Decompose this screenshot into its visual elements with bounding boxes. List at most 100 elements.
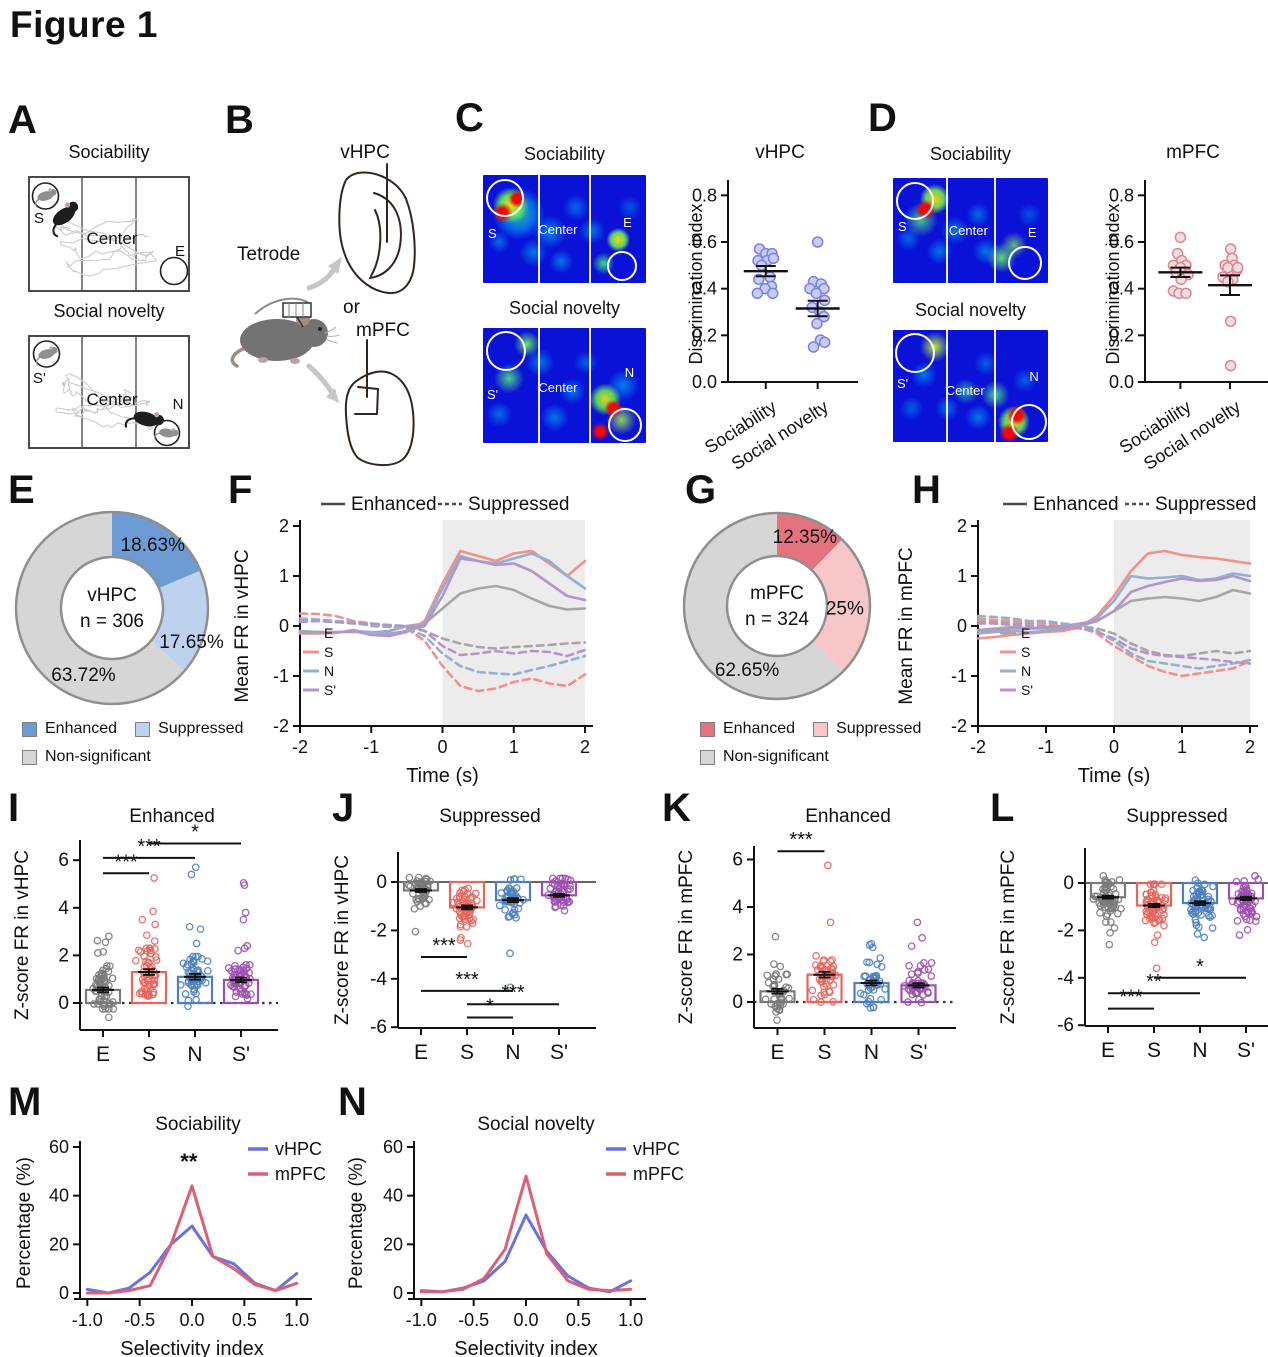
arrowhead-mpfc: [326, 388, 339, 403]
jitter-point: [151, 945, 159, 953]
y-tick-label: 2: [732, 945, 743, 966]
arena-label-s-prime: S': [33, 370, 46, 387]
donut-legend-row: Enhanced Suppressed: [22, 720, 243, 738]
jitter-point: [1150, 919, 1158, 927]
jitter-point: [143, 976, 152, 985]
jitter-point: [1239, 902, 1248, 911]
y-tick-label: 1: [957, 566, 967, 586]
data-point: [1231, 261, 1244, 274]
outlier-point: [191, 863, 200, 872]
mpfc-enhanced-zscore-chart: 0 2 4 6 E S N S' ***Enhanced Z-score FR in mPFC: [676, 806, 956, 1064]
jitter-point: [1208, 911, 1216, 920]
series-S'-suppressed: [298, 619, 587, 658]
panel-a: A Sociability S Center E Social novelty S'…: [8, 100, 220, 465]
significance-marker: ***: [789, 829, 813, 851]
jitter-point: [236, 966, 245, 975]
jitter-point: [773, 1016, 781, 1025]
outlier-point: [196, 925, 205, 934]
x-tick-label: 0: [1109, 737, 1119, 757]
jitter-point: [201, 979, 210, 987]
data-point: [1224, 243, 1237, 255]
outlier-point: [1200, 933, 1209, 942]
x-category-label: S': [550, 1041, 568, 1064]
jitter-point: [90, 1000, 98, 1008]
y-tick-label: 4: [732, 897, 743, 918]
mpfc-mean-fr-chart: 2 1 0 -1 -2-2 -1 0 1 2 Mean FR in mPFC Time (s) Enh…: [896, 494, 1258, 787]
jitter-point: [144, 990, 153, 999]
cup-circle: [895, 333, 935, 373]
region-label-vhpc: vHPC: [340, 142, 390, 163]
outlier-point: [865, 941, 874, 949]
mouse-glyph: [124, 411, 164, 428]
x-tick-label: -2: [292, 737, 308, 757]
legend-swatch: [700, 721, 715, 737]
jitter-point: [467, 916, 476, 925]
arena-divider: [945, 178, 948, 283]
x-category-label: S: [460, 1041, 474, 1064]
significance-marker: ***: [432, 935, 456, 957]
legend-label: N: [1021, 663, 1031, 679]
outlier-point: [1150, 938, 1159, 947]
jitter-point: [151, 953, 160, 961]
jitter-point: [559, 898, 568, 907]
jitter-point: [1106, 918, 1115, 926]
jitter-point: [203, 957, 212, 966]
chart-title: Suppressed: [1126, 806, 1227, 827]
jitter-point: [419, 894, 428, 903]
jitter-point: [247, 990, 255, 999]
jitter-point: [1102, 918, 1110, 926]
series-S': [976, 574, 1252, 633]
vhpc-units-donut-chart: 18.63% 17.65% 63.72% vHPC n = 306: [14, 510, 224, 706]
arrow-to-vhpc: [306, 265, 338, 291]
legend-label: Non-significant: [45, 748, 151, 765]
mouse-ear: [48, 188, 52, 192]
cup-circle: [32, 340, 61, 368]
data-point: [818, 336, 831, 349]
donut-segment-suppressed: [812, 539, 870, 672]
mouse-ear: [64, 202, 71, 208]
donut-center-count: n = 306: [80, 611, 144, 632]
heatmap-label-e: E: [623, 215, 632, 231]
legend-item: Suppressed: [135, 720, 243, 738]
panel-g: G 12.35% 25% 62.65% mPFC n = 324 Enhanced Sup…: [655, 470, 921, 785]
x-category-label: E: [770, 1041, 784, 1064]
y-tick-label: 0.6: [692, 232, 717, 252]
jitter-point: [176, 981, 185, 989]
jitter-point: [460, 891, 469, 900]
outlier-point: [913, 918, 922, 927]
arena-label-n: N: [173, 396, 184, 413]
y-tick-label: -1: [951, 666, 967, 686]
panel-l: L 0 -2 -4 -6 E S N S' * ** *** Suppressed Z-score FR…: [990, 788, 1268, 1088]
series-N-suppressed: [976, 614, 1252, 670]
jitter-point: [414, 894, 423, 903]
jitter-point: [108, 974, 117, 983]
jitter-point: [924, 965, 933, 974]
jitter-point: [869, 986, 878, 994]
data-point: [1224, 359, 1237, 372]
y-tick-label: 60: [49, 1137, 69, 1157]
significance-marker: ***: [455, 969, 479, 991]
y-tick-label: -2: [273, 716, 289, 736]
heatmap-title: Sociability: [523, 144, 606, 164]
significance-marker: ***: [501, 982, 525, 1004]
x-tick-label: 0.5: [232, 1310, 257, 1330]
legend-item: Enhanced: [22, 720, 117, 738]
legend-label: Enhanced: [1033, 494, 1119, 515]
jitter-point: [770, 960, 778, 968]
y-tick-label: 2: [58, 945, 69, 966]
tetrode-label: Tetrode: [237, 244, 300, 265]
heatmap-label-s: S: [488, 225, 497, 241]
jitter-point: [194, 977, 202, 986]
donut-percentage-label: 62.65%: [715, 660, 780, 681]
jitter-point: [1152, 893, 1160, 901]
donut-inner-ring: [725, 554, 829, 658]
jitter-point: [1232, 877, 1241, 886]
jitter-point: [449, 898, 458, 907]
heatmap-title: Social novelty: [914, 300, 1027, 320]
significance-marker: *: [1196, 956, 1204, 978]
outlier-point: [506, 949, 514, 958]
jitter-point: [1102, 886, 1111, 895]
donut-legend-row: Non-significant: [22, 748, 243, 766]
panel-a-letter: A: [8, 98, 37, 142]
